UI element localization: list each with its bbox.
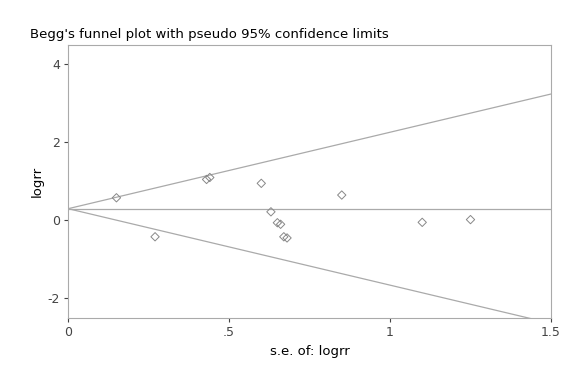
Point — [112, 195, 121, 201]
Y-axis label: logrr: logrr — [30, 166, 43, 197]
Point — [273, 220, 282, 226]
X-axis label: s.e. of: logrr: s.e. of: logrr — [270, 345, 349, 358]
Point — [466, 217, 475, 223]
Point — [266, 209, 275, 215]
Point — [337, 192, 346, 198]
Point — [282, 235, 291, 241]
Point — [257, 180, 266, 186]
Text: Begg's funnel plot with pseudo 95% confidence limits: Begg's funnel plot with pseudo 95% confi… — [30, 28, 389, 41]
Point — [202, 177, 211, 183]
Point — [276, 221, 285, 227]
Point — [151, 234, 160, 240]
Point — [279, 234, 289, 240]
Point — [205, 175, 214, 181]
Point — [417, 219, 427, 225]
